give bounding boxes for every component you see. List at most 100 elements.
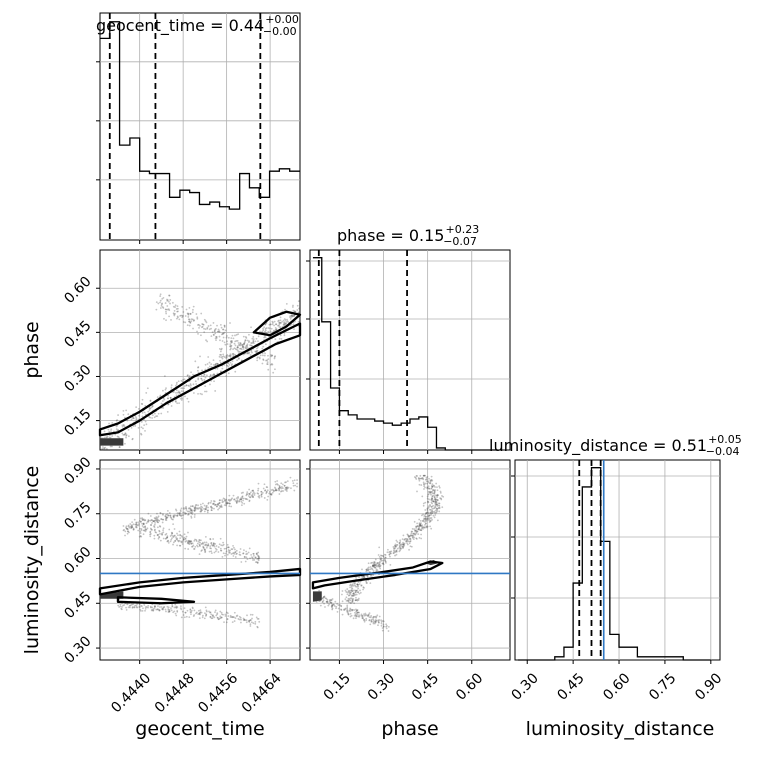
scatter-point [408, 535, 411, 538]
scatter-point [249, 625, 252, 627]
scatter-point [142, 518, 145, 521]
scatter-point [380, 619, 383, 622]
scatter-point [395, 550, 398, 553]
scatter-point [429, 519, 432, 522]
scatter-point [353, 589, 355, 592]
scatter-point [221, 499, 224, 502]
scatter-point [189, 312, 192, 315]
scatter-point [156, 512, 158, 515]
scatter-point [222, 613, 225, 616]
scatter-point [149, 535, 152, 538]
scatter-point [398, 550, 401, 553]
scatter-point [426, 507, 429, 510]
scatter-point [358, 583, 361, 585]
scatter-point [183, 378, 186, 381]
scatter-point [224, 500, 227, 503]
scatter-point [431, 495, 434, 498]
scatter-point [429, 505, 432, 507]
scatter-point [405, 539, 408, 542]
scatter-point [204, 612, 206, 615]
scatter-point [232, 353, 235, 356]
scatter-point [101, 448, 104, 450]
scatter-point [285, 481, 287, 484]
scatter-point [141, 517, 144, 519]
scatter-point [393, 544, 396, 547]
scatter-point [252, 489, 254, 492]
scatter-point [425, 512, 428, 515]
scatter-point [432, 504, 435, 507]
scatter-point [271, 354, 274, 357]
scatter-point [192, 383, 195, 386]
scatter-point [233, 611, 236, 614]
scatter-point [429, 525, 431, 528]
scatter-point [271, 320, 274, 323]
scatter-point [240, 504, 243, 507]
scatter-point [266, 359, 269, 362]
scatter-point [166, 397, 169, 400]
scatter-point [383, 553, 386, 556]
scatter-point [405, 537, 407, 540]
scatter-point [200, 334, 202, 337]
scatter-point [199, 541, 201, 544]
scatter-point [149, 531, 152, 534]
scatter-point [144, 519, 147, 521]
scatter-point [167, 514, 170, 517]
scatter-point [227, 336, 230, 339]
scatter-point [185, 505, 187, 508]
scatter-point [272, 321, 274, 324]
scatter-point [204, 328, 207, 331]
scatter-point [190, 371, 192, 374]
scatter-point [103, 436, 106, 439]
scatter-point [261, 491, 264, 494]
scatter-point [190, 540, 193, 543]
scatter-point [128, 606, 131, 609]
scatter-point [209, 501, 212, 504]
scatter-point [365, 568, 368, 571]
scatter-point [389, 552, 392, 555]
scatter-point [135, 604, 138, 607]
scatter-point [177, 534, 179, 537]
scatter-point [264, 352, 266, 355]
scatter-point [187, 513, 189, 516]
scatter-point [142, 427, 144, 430]
scatter-point [247, 620, 250, 622]
scatter-point [162, 407, 165, 409]
scatter-point [196, 544, 198, 547]
scatter-point [161, 400, 164, 402]
scatter-point [172, 535, 174, 537]
scatter-point [203, 373, 206, 376]
scatter-point [127, 413, 130, 416]
scatter-point [157, 537, 160, 540]
scatter-point [409, 540, 412, 542]
scatter-point [192, 308, 194, 311]
scatter-point [229, 353, 232, 356]
scatter-point [197, 540, 200, 543]
scatter-point [373, 565, 376, 568]
scatter-point [402, 545, 405, 548]
scatter-point [197, 504, 199, 507]
scatter-point [181, 397, 183, 400]
scatter-point [176, 538, 178, 541]
scatter-point [204, 508, 207, 510]
scatter-point [425, 526, 428, 528]
scatter-point [162, 296, 165, 299]
scatter-point [218, 507, 221, 510]
scatter-point [378, 563, 381, 566]
scatter-point [425, 525, 428, 528]
scatter-point [349, 586, 352, 589]
scatter-point [329, 599, 332, 602]
scatter-point [125, 526, 127, 529]
scatter-point [341, 600, 344, 603]
scatter-point [257, 555, 260, 558]
scatter-point [222, 328, 224, 331]
scatter-point [132, 527, 135, 530]
scatter-point [256, 359, 259, 362]
scatter-point [379, 565, 382, 568]
scatter-point [380, 557, 383, 560]
scatter-point [435, 500, 438, 503]
scatter-point [142, 529, 145, 532]
scatter-point [124, 416, 126, 419]
scatter-point [286, 320, 289, 323]
scatter-point [229, 616, 232, 618]
scatter-point [173, 514, 176, 517]
